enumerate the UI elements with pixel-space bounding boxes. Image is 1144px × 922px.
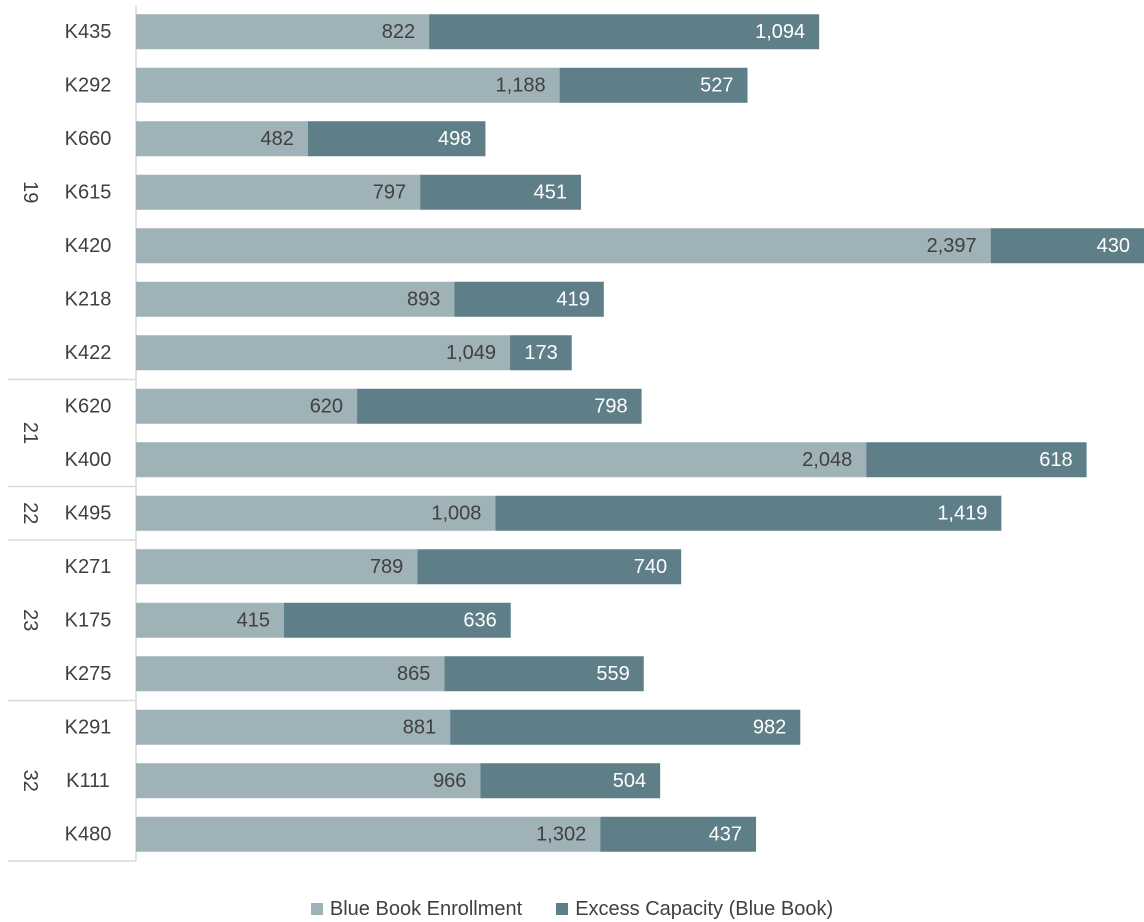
category-label: K495 (65, 502, 112, 524)
bar-excess-capacity (559, 67, 748, 103)
bar-enrollment (136, 335, 511, 371)
category-label: K435 (65, 21, 112, 43)
bar-excess-capacity (450, 709, 801, 745)
data-label-excess-capacity: 1,094 (755, 21, 805, 43)
data-label-excess-capacity: 451 (534, 181, 567, 203)
bar-excess-capacity (307, 121, 486, 157)
bar-excess-capacity (444, 656, 644, 692)
group-label-32: 32 (19, 770, 41, 792)
category-label: K420 (65, 235, 112, 257)
data-label-excess-capacity: 437 (709, 823, 742, 845)
group-label-19: 19 (19, 181, 41, 203)
data-label-excess-capacity: 173 (524, 342, 557, 364)
data-label-excess-capacity: 982 (753, 716, 786, 738)
data-label-excess-capacity: 498 (438, 128, 471, 150)
data-label-enrollment: 620 (310, 395, 343, 417)
group-label-22: 22 (19, 502, 41, 524)
bar-excess-capacity (600, 816, 757, 852)
legend-item-enrollment: Blue Book Enrollment (310, 897, 523, 921)
data-label-enrollment: 797 (373, 181, 406, 203)
bar-excess-capacity (480, 763, 661, 799)
data-label-excess-capacity: 618 (1039, 449, 1072, 471)
labels-layer: K435 822 1,094 K292 1,188 527 K660 482 498 K615 79… (65, 21, 1130, 846)
data-label-excess-capacity: 798 (594, 395, 627, 417)
legend: Blue Book Enrollment Excess Capacity (Bl… (0, 896, 1144, 922)
legend-label-enrollment: Blue Book Enrollment (329, 897, 523, 920)
group-label-21: 21 (19, 422, 41, 444)
data-label-enrollment: 893 (407, 288, 440, 310)
bar-excess-capacity (454, 281, 604, 317)
data-label-excess-capacity: 419 (556, 288, 589, 310)
data-label-enrollment: 865 (397, 663, 430, 685)
bar-excess-capacity (429, 14, 820, 50)
bar-enrollment (136, 709, 451, 745)
bar-enrollment (136, 174, 421, 210)
data-label-enrollment: 415 (237, 609, 270, 631)
category-label: K291 (65, 716, 112, 738)
bar-enrollment (136, 442, 867, 478)
bar-enrollment (136, 763, 481, 799)
data-label-excess-capacity: 559 (596, 663, 629, 685)
bar-enrollment (136, 281, 455, 317)
data-label-excess-capacity: 636 (463, 609, 496, 631)
bar-excess-capacity (357, 388, 642, 424)
category-label: K292 (65, 74, 112, 96)
category-label: K615 (65, 181, 112, 203)
category-label: K111 (66, 770, 110, 792)
category-label: K422 (65, 342, 112, 364)
group-label-23: 23 (19, 609, 41, 631)
data-label-excess-capacity: 740 (634, 556, 667, 578)
data-label-excess-capacity: 504 (613, 770, 646, 792)
data-label-enrollment: 966 (433, 770, 466, 792)
data-label-enrollment: 1,302 (536, 823, 586, 845)
bar-excess-capacity (510, 335, 572, 371)
data-label-enrollment: 822 (382, 21, 415, 43)
data-label-enrollment: 881 (403, 716, 436, 738)
bar-enrollment (136, 67, 560, 103)
bar-excess-capacity (283, 602, 511, 638)
legend-label-excess: Excess Capacity (Blue Book) (575, 897, 834, 920)
bar-excess-capacity (990, 228, 1144, 264)
bar-enrollment (136, 388, 358, 424)
category-label: K175 (65, 609, 112, 631)
data-label-enrollment: 2,048 (802, 449, 852, 471)
bar-enrollment (136, 495, 496, 531)
category-label: K275 (65, 663, 112, 685)
bar-enrollment (136, 121, 308, 157)
data-label-enrollment: 2,397 (927, 235, 977, 257)
data-label-enrollment: 1,049 (446, 342, 496, 364)
category-label: K480 (65, 823, 112, 845)
bar-excess-capacity (420, 174, 581, 210)
data-label-excess-capacity: 1,419 (937, 502, 987, 524)
bar-enrollment (136, 14, 430, 50)
data-label-enrollment: 789 (370, 556, 403, 578)
data-label-enrollment: 1,008 (431, 502, 481, 524)
bar-enrollment (136, 816, 601, 852)
bar-enrollment (136, 549, 418, 585)
category-label: K620 (65, 395, 112, 417)
bar-excess-capacity (866, 442, 1087, 478)
legend-swatch-excess (556, 903, 569, 915)
bar-enrollment (136, 228, 991, 264)
bar-enrollment (136, 656, 445, 692)
category-label: K218 (65, 288, 112, 310)
bar-enrollment (136, 602, 284, 638)
category-label: K660 (65, 128, 112, 150)
data-label-enrollment: 1,188 (496, 74, 546, 96)
bar-excess-capacity (417, 549, 682, 585)
category-label: K400 (65, 449, 112, 471)
bars-layer (136, 14, 1144, 852)
bar-excess-capacity (495, 495, 1002, 531)
data-label-excess-capacity: 527 (700, 74, 733, 96)
data-label-enrollment: 482 (260, 128, 293, 150)
legend-item-excess: Excess Capacity (Blue Book) (556, 898, 833, 921)
category-label: K271 (65, 556, 112, 578)
legend-swatch-enrollment (310, 903, 323, 915)
data-label-excess-capacity: 430 (1097, 235, 1130, 257)
